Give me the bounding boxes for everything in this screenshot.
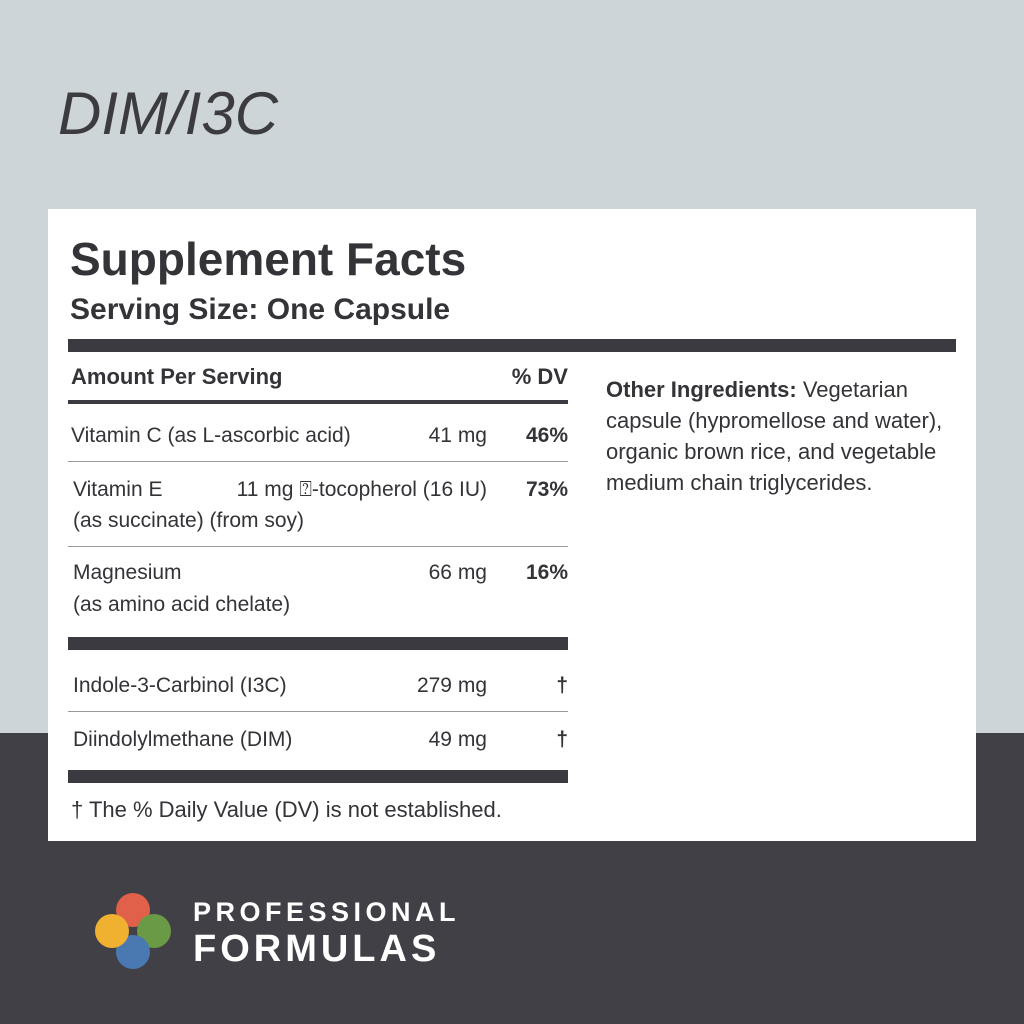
brand-line: FORMULAS bbox=[193, 928, 441, 970]
other-ingredients-label: Other Ingredients: bbox=[606, 377, 797, 402]
divider bbox=[68, 400, 568, 404]
nutrient-dv: 73% bbox=[525, 478, 568, 501]
column-header: % DV bbox=[511, 364, 568, 389]
logo-petal bbox=[137, 914, 171, 948]
nutrient-name: Vitamin C (as L-ascorbic acid) bbox=[71, 424, 351, 447]
nutrient-name: Magnesium bbox=[73, 561, 182, 584]
nutrient-amount: 279 mg bbox=[416, 674, 487, 697]
logo-petal bbox=[116, 935, 150, 969]
row-line bbox=[68, 461, 568, 462]
nutrient-name: Indole-3-Carbinol (I3C) bbox=[73, 674, 287, 697]
nutrient-name: (as amino acid chelate) bbox=[73, 593, 291, 616]
nutrient-amount: 41 mg bbox=[428, 424, 487, 447]
facts-title: Supplement Facts bbox=[70, 233, 467, 285]
other-ingredients: Other Ingredients: Vegetarian capsule (h… bbox=[606, 374, 956, 498]
footnote: † The % Daily Value (DV) is not establis… bbox=[71, 797, 502, 822]
nutrient-name: Diindolylmethane (DIM) bbox=[73, 728, 293, 751]
brand-line: PROFESSIONAL bbox=[193, 897, 461, 927]
nutrient-name: (as succinate) (from soy) bbox=[73, 509, 305, 532]
brand-logo bbox=[95, 893, 171, 969]
nutrient-amount: 66 mg bbox=[428, 561, 487, 584]
nutrient-name: Vitamin E bbox=[73, 478, 163, 501]
nutrient-amount: 11 mg ⍰-tocopherol (16 IU) bbox=[236, 478, 487, 501]
divider bbox=[68, 770, 568, 783]
nutrient-dv: 46% bbox=[525, 424, 568, 447]
nutrient-dv: † bbox=[556, 728, 568, 751]
nutrient-dv: † bbox=[556, 674, 568, 697]
nutrient-amount: 49 mg bbox=[428, 728, 487, 751]
facts-card bbox=[48, 209, 976, 841]
column-header: Amount Per Serving bbox=[71, 364, 283, 389]
nutrient-dv: 16% bbox=[525, 561, 568, 584]
serving-size: Serving Size: One Capsule bbox=[70, 293, 451, 326]
divider bbox=[68, 637, 568, 650]
product-title: DIM/I3C bbox=[58, 80, 279, 147]
other-ingredients-text: Vegetarian capsule (hypromellose and wat… bbox=[606, 377, 943, 495]
logo-petal bbox=[116, 893, 150, 927]
row-line bbox=[68, 711, 568, 712]
logo-petal bbox=[95, 914, 129, 948]
divider bbox=[68, 339, 956, 352]
row-line bbox=[68, 546, 568, 547]
